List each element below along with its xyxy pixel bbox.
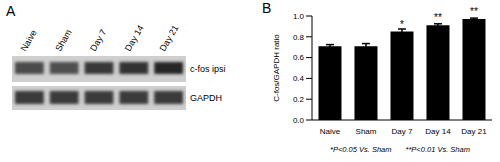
svg-text:0.2: 0.2 (293, 95, 305, 104)
html-text:**P<0.01 Vs. Sham: **P<0.01 Vs. Sham (405, 145, 470, 154)
svg-text:Sham: Sham (53, 28, 73, 53)
svg-text:Naive: Naive (18, 28, 38, 53)
svg-text:*: * (400, 19, 404, 30)
svg-text:**: ** (470, 6, 478, 17)
svg-text:Day 21: Day 21 (158, 23, 181, 53)
svg-text:A: A (8, 3, 16, 19)
html-text:B: B (262, 0, 272, 16)
svg-text:GAPDH: GAPDH (190, 93, 222, 103)
svg-text:Day 14: Day 14 (425, 127, 451, 136)
svg-text:C-fos/GAPDH ratio: C-fos/GAPDH ratio (272, 34, 281, 102)
svg-text:**: ** (434, 12, 442, 23)
svg-text:1.0: 1.0 (293, 12, 305, 21)
svg-text:c-fos ipsi: c-fos ipsi (190, 64, 226, 74)
svg-text:0.8: 0.8 (293, 33, 305, 42)
svg-text:0.6: 0.6 (293, 53, 305, 62)
svg-text:Naive: Naive (320, 127, 341, 136)
svg-text:Day 21: Day 21 (461, 127, 487, 136)
svg-text:0.0: 0.0 (293, 116, 305, 125)
svg-text:Day 7: Day 7 (88, 28, 108, 53)
html-text:*P<0.05 Vs. Sham: *P<0.05 Vs. Sham (330, 145, 392, 154)
svg-text:Day 7: Day 7 (392, 127, 413, 136)
svg-text:0.4: 0.4 (293, 74, 305, 83)
svg-text:Day 14: Day 14 (123, 23, 146, 53)
svg-text:Sham: Sham (356, 127, 377, 136)
